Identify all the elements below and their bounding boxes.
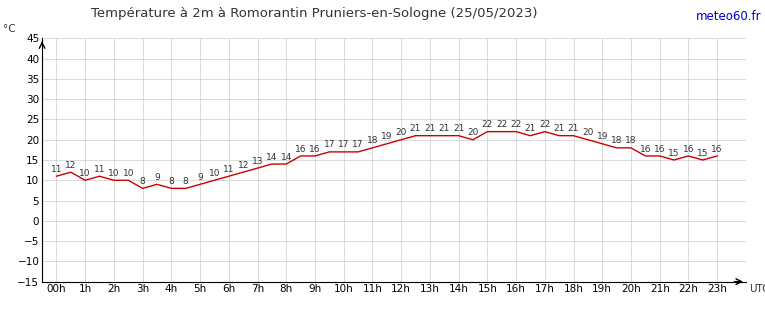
Text: 12: 12 (237, 161, 249, 170)
Text: 15: 15 (669, 148, 680, 157)
Text: 20: 20 (396, 128, 407, 137)
Text: meteo60.fr: meteo60.fr (695, 10, 761, 23)
Text: 16: 16 (654, 145, 666, 154)
Text: 8: 8 (140, 177, 145, 186)
Text: Température à 2m à Romorantin Pruniers-en-Sologne (25/05/2023): Température à 2m à Romorantin Pruniers-e… (91, 7, 538, 20)
Text: 8: 8 (168, 177, 174, 186)
Text: 11: 11 (94, 165, 106, 174)
Text: 16: 16 (711, 145, 723, 154)
Text: 16: 16 (640, 145, 651, 154)
Text: 19: 19 (381, 132, 392, 141)
Text: 21: 21 (553, 124, 565, 133)
Text: 11: 11 (50, 165, 62, 174)
Text: 8: 8 (183, 177, 189, 186)
Text: 21: 21 (525, 124, 536, 133)
Text: 10: 10 (209, 169, 220, 178)
Text: 21: 21 (425, 124, 435, 133)
Text: 12: 12 (65, 161, 76, 170)
Text: 14: 14 (281, 153, 292, 162)
Text: 20: 20 (467, 128, 479, 137)
Text: 16: 16 (295, 145, 306, 154)
Text: 21: 21 (438, 124, 450, 133)
Text: 16: 16 (682, 145, 694, 154)
Text: 15: 15 (697, 148, 708, 157)
Text: °C: °C (3, 24, 16, 34)
Text: 10: 10 (80, 169, 91, 178)
Text: 22: 22 (496, 120, 507, 129)
Text: 10: 10 (108, 169, 119, 178)
Text: 9: 9 (154, 173, 160, 182)
Text: 22: 22 (539, 120, 550, 129)
Text: 18: 18 (625, 136, 636, 145)
Text: 11: 11 (223, 165, 235, 174)
Text: 22: 22 (482, 120, 493, 129)
Text: 17: 17 (338, 140, 350, 149)
Text: 17: 17 (353, 140, 364, 149)
Text: 17: 17 (324, 140, 335, 149)
Text: 21: 21 (453, 124, 464, 133)
Text: 18: 18 (611, 136, 623, 145)
Text: 14: 14 (266, 153, 278, 162)
Text: 10: 10 (122, 169, 134, 178)
Text: 22: 22 (510, 120, 522, 129)
Text: UTC: UTC (750, 284, 765, 294)
Text: 9: 9 (197, 173, 203, 182)
Text: 21: 21 (410, 124, 422, 133)
Text: 19: 19 (597, 132, 608, 141)
Text: 20: 20 (582, 128, 594, 137)
Text: 18: 18 (366, 136, 378, 145)
Text: 16: 16 (309, 145, 321, 154)
Text: 13: 13 (252, 157, 263, 166)
Text: 21: 21 (568, 124, 579, 133)
